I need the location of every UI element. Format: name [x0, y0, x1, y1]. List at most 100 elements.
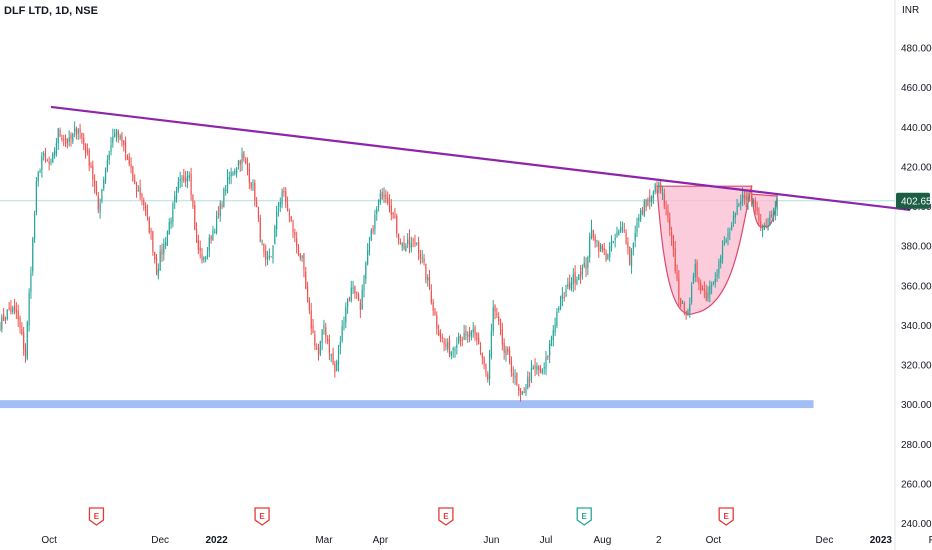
candle-body [758, 212, 760, 222]
candle-body [538, 366, 540, 371]
candle-body [199, 247, 201, 252]
candle-body [117, 131, 119, 138]
candle-body [578, 274, 580, 281]
candle-body [625, 231, 627, 244]
candle-body [327, 338, 329, 342]
candle-body [352, 287, 354, 289]
candle-body [432, 302, 434, 311]
candle-body [743, 195, 745, 199]
candle-body [223, 188, 225, 208]
candle-body [28, 292, 30, 326]
candle-body [108, 154, 110, 160]
candle-body [470, 331, 472, 336]
earnings-marker[interactable]: E [438, 507, 454, 526]
candle-body [510, 361, 513, 373]
earnings-icon [254, 507, 270, 526]
candle-body [339, 342, 341, 348]
candle-body [607, 254, 609, 260]
candle-body [443, 340, 445, 345]
candle-body [523, 391, 525, 394]
candle-body [665, 207, 667, 209]
candle-body [488, 353, 491, 380]
candle-body [1, 316, 3, 330]
earnings-marker[interactable]: E [254, 507, 270, 526]
y-tick-label: 340.00 [901, 321, 932, 332]
earnings-marker[interactable]: E [88, 507, 105, 526]
x-tick-label: Jul [540, 535, 553, 546]
candle-body [4, 318, 7, 320]
candle-body [348, 298, 351, 300]
candle-body [585, 264, 587, 270]
earnings-marker[interactable]: E [718, 507, 734, 526]
y-tick-label: 360.00 [901, 281, 932, 292]
candle-body [336, 361, 338, 371]
candle-body [731, 225, 733, 230]
candle-body [692, 275, 695, 284]
candle-body [601, 245, 604, 250]
x-tick-label: Aug [594, 535, 612, 546]
candle-body [10, 306, 12, 313]
candle-body [77, 129, 79, 134]
candle-body [152, 231, 154, 252]
x-tick-label: Apr [373, 535, 389, 546]
candle-body [305, 271, 307, 289]
candle-body [714, 278, 716, 283]
y-tick-label: 480.00 [901, 44, 932, 55]
candle-body [276, 211, 278, 230]
candle-body [334, 364, 336, 372]
candle-body [70, 134, 72, 139]
candle-body [616, 232, 618, 237]
x-tick-label: Dec [151, 535, 169, 546]
candle-body [410, 242, 412, 249]
candle-body [236, 168, 238, 174]
candle-body [645, 199, 647, 208]
candle-body [661, 192, 664, 195]
candle-body [319, 341, 321, 355]
candle-body [776, 198, 778, 211]
candle-body [0, 328, 1, 331]
candle-body [509, 350, 511, 363]
candle-body [303, 253, 305, 271]
candle-body [266, 256, 269, 259]
candle-body [230, 172, 232, 177]
candle-body [208, 237, 210, 251]
candle-body [423, 258, 425, 263]
candle-body [197, 240, 199, 250]
candle-body [237, 161, 240, 166]
candle-body [135, 184, 138, 192]
earnings-label: E [94, 512, 100, 521]
candles [0, 121, 778, 402]
y-tick-label: 440.00 [901, 123, 932, 134]
candle-body [345, 307, 347, 323]
candle-body [765, 225, 767, 228]
candle-body [543, 367, 545, 369]
candle-body [459, 335, 462, 341]
candle-body [143, 200, 145, 206]
candle-body [201, 253, 203, 261]
candle-body [66, 139, 68, 144]
candle-body [561, 294, 563, 299]
candle-body [487, 373, 489, 380]
candle-body [521, 391, 523, 395]
candle-body [243, 152, 245, 159]
candle-body [368, 243, 371, 253]
candle-body [388, 201, 391, 207]
candle-body [288, 213, 290, 215]
candle-body [767, 224, 769, 231]
candle-body [124, 142, 127, 153]
candle-body [418, 242, 420, 254]
candle-body [669, 218, 671, 230]
candle-body [416, 242, 418, 244]
candle-body [88, 149, 90, 167]
candle-body [72, 133, 74, 142]
candle-body [50, 161, 52, 163]
candle-body [299, 253, 301, 259]
candle-body [605, 251, 607, 260]
candle-body [84, 143, 87, 154]
earnings-marker[interactable]: E [576, 507, 592, 526]
candle-body [545, 356, 547, 370]
candle-body [170, 220, 172, 224]
candle-body [403, 242, 405, 249]
candle-body [83, 137, 85, 145]
